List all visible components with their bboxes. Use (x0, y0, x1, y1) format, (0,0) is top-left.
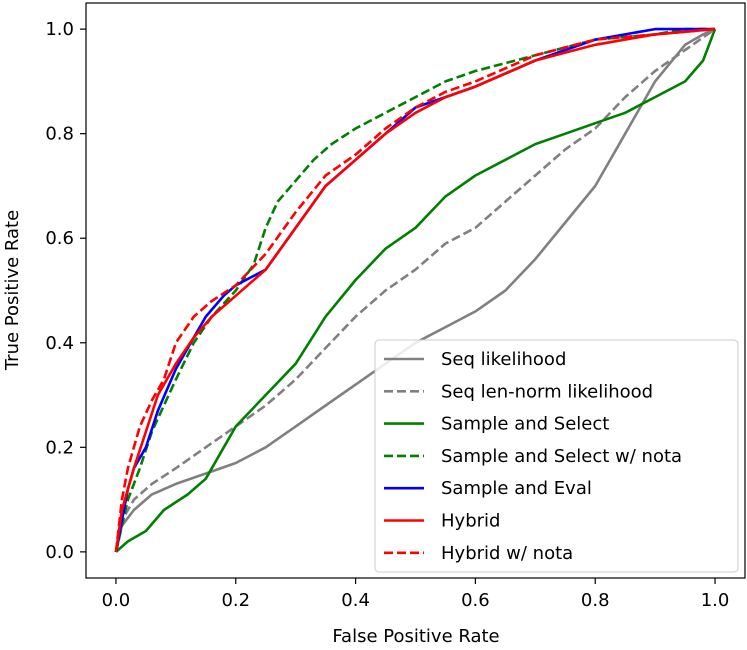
series-line-seq-len-norm-likelihood (114, 28, 716, 553)
y-tick-label: 0.2 (45, 437, 74, 458)
legend: Seq likelihood Seq len-norm likelihood Sam… (374, 339, 739, 573)
x-tick-label: 1.0 (701, 590, 730, 611)
x-axis-label: False Positive Rate (332, 626, 499, 647)
plot-frame (85, 2, 746, 579)
x-tick-label: 0.8 (581, 590, 610, 611)
y-tick-label: 0.0 (45, 542, 74, 563)
y-tick-label: 0.4 (45, 333, 74, 354)
series-layer (114, 27, 717, 553)
series-line-sample-and-select (115, 28, 717, 553)
x-tick-label: 0.0 (102, 590, 131, 611)
y-axis-label: True Positive Rate (2, 210, 23, 371)
y-axis-ticks: 0.0 0.2 0.4 0.6 0.8 1.0 (45, 19, 86, 563)
y-tick-label: 0.8 (45, 124, 74, 145)
series-line-sample-and-select-w-nota (114, 27, 715, 553)
legend-label: Hybrid w/ nota (441, 543, 573, 564)
x-tick-label: 0.4 (341, 590, 370, 611)
legend-label: Sample and Select w/ nota (441, 446, 682, 467)
x-tick-label: 0.2 (221, 590, 250, 611)
legend-label: Seq len-norm likelihood (441, 381, 653, 402)
x-tick-label: 0.6 (461, 590, 490, 611)
y-tick-label: 1.0 (45, 19, 74, 40)
legend-label: Sample and Eval (441, 478, 592, 499)
legend-box (374, 339, 739, 573)
legend-label: Seq likelihood (441, 349, 566, 370)
legend-label: Sample and Select (441, 414, 609, 435)
x-axis-ticks: 0.0 0.2 0.4 0.6 0.8 1.0 (102, 578, 730, 611)
legend-label: Hybrid (441, 511, 500, 532)
series-line-hybrid-w-nota (114, 27, 716, 553)
y-tick-label: 0.6 (45, 228, 74, 249)
series-line-hybrid (114, 27, 716, 553)
